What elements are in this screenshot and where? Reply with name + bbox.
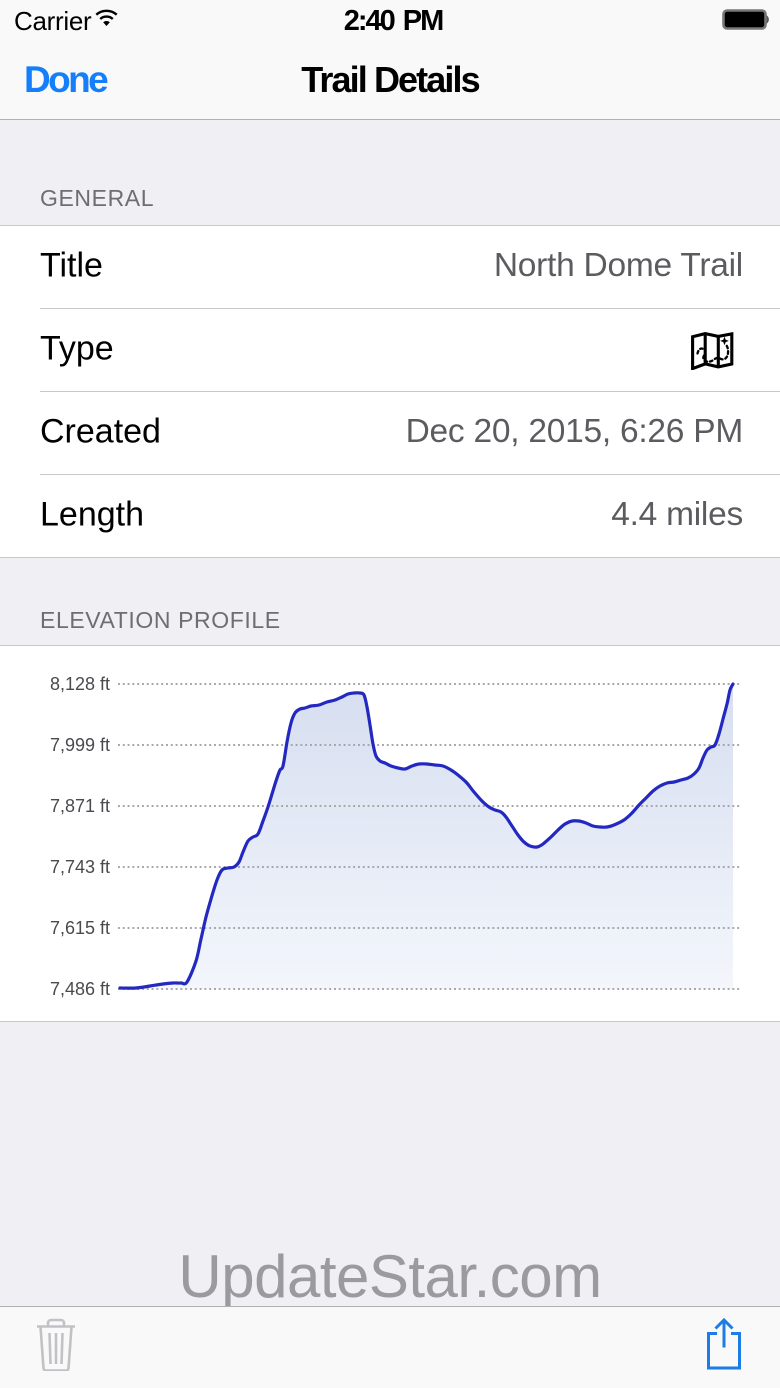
svg-text:7,486 ft: 7,486 ft	[50, 979, 110, 999]
svg-text:7,871 ft: 7,871 ft	[50, 796, 110, 816]
svg-text:7,615 ft: 7,615 ft	[50, 918, 110, 938]
svg-text:8,128 ft: 8,128 ft	[50, 674, 110, 694]
svg-text:7,999 ft: 7,999 ft	[50, 735, 110, 755]
svg-text:7,743 ft: 7,743 ft	[50, 857, 110, 877]
